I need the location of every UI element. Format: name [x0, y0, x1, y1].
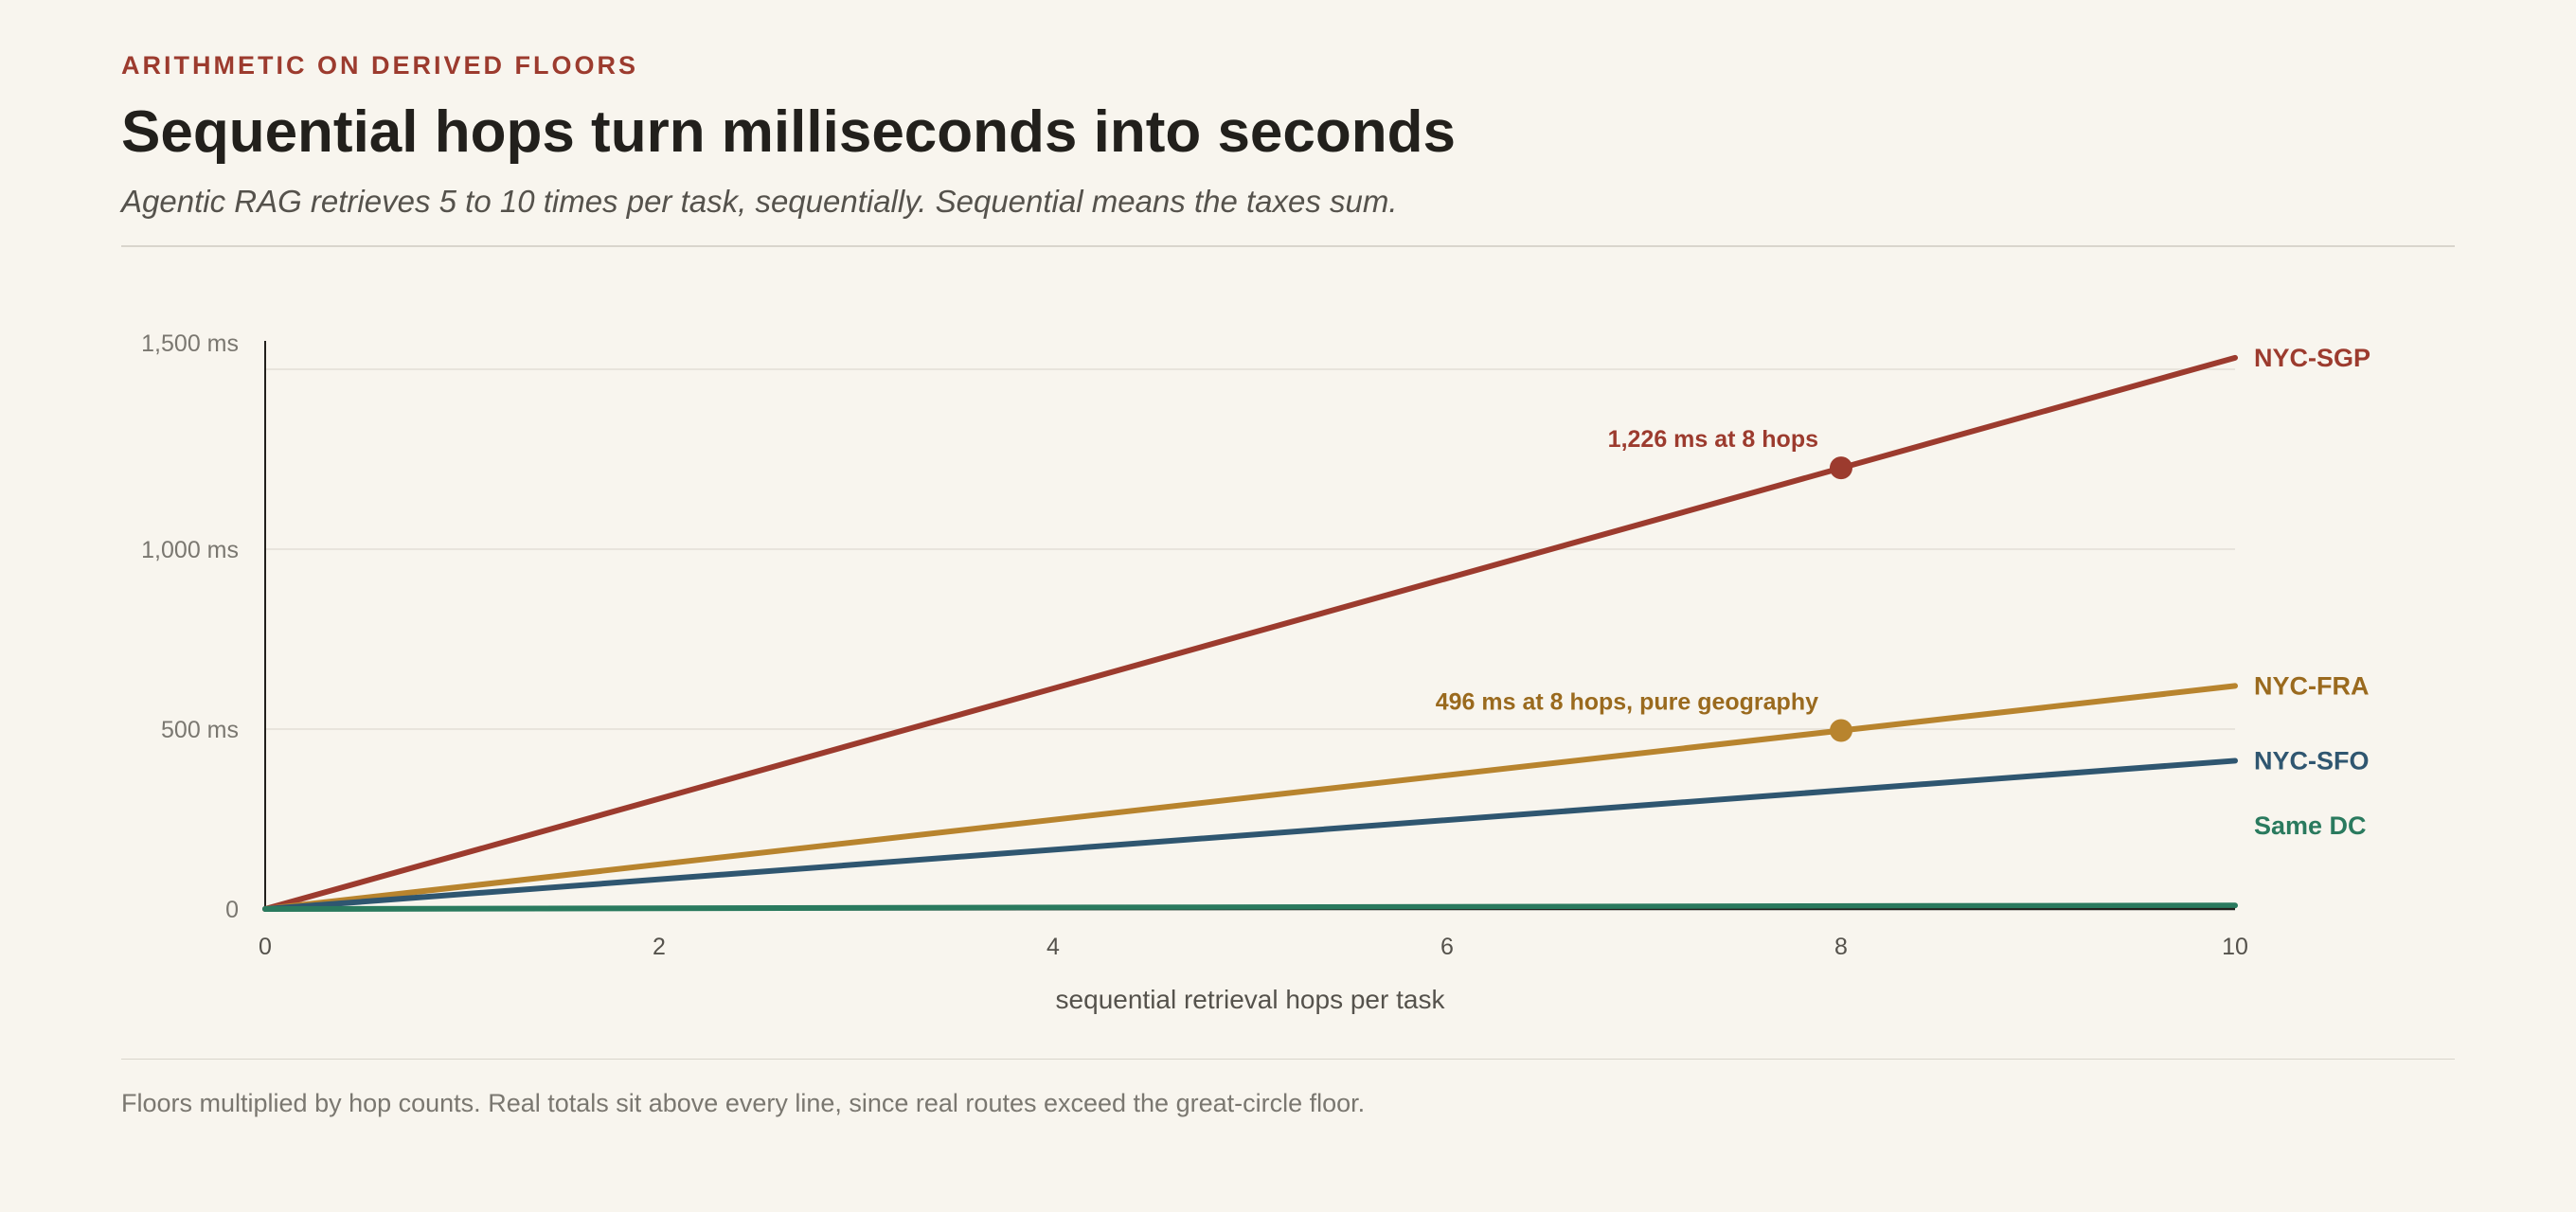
series-line-nyc-sfo	[262, 758, 2238, 912]
y-tick-label: 1,500 ms	[141, 330, 239, 357]
series-line-nyc-fra	[262, 683, 2238, 912]
y-tick-label: 1,000 ms	[141, 537, 239, 563]
annotation-label: 496 ms at 8 hops, pure geography	[1436, 689, 1818, 716]
x-tick-label: 10	[2222, 934, 2248, 960]
line-chart: 0 500 ms 1,000 ms 1,500 ms 0 2 4 6 8 10 sequential…	[141, 330, 2370, 1014]
kicker: ARITHMETIC ON DERIVED FLOORS	[121, 51, 639, 80]
x-tick-label: 0	[259, 934, 272, 960]
page-title: Sequential hops turn milliseconds into s…	[121, 99, 1456, 165]
series-label-nyc-sfo: NYC-SFO	[2254, 746, 2370, 775]
y-tick-label: 500 ms	[161, 717, 239, 743]
series-label-nyc-sgp: NYC-SGP	[2254, 344, 2370, 372]
footer-divider	[121, 1059, 2455, 1060]
x-axis-label: sequential retrieval hops per task	[1056, 985, 1446, 1014]
header-divider	[121, 245, 2455, 247]
x-tick-label: 4	[1046, 934, 1060, 960]
series-line-same-dc-top	[262, 902, 2238, 912]
footnote: Floors multiplied by hop counts. Real to…	[121, 1089, 1366, 1117]
x-tick-label: 8	[1834, 934, 1848, 960]
y-tick-label: 0	[225, 897, 239, 923]
series-label-same-dc: Same DC	[2254, 811, 2367, 840]
annotation-marker	[1830, 456, 1852, 480]
x-tick-label: 2	[653, 934, 666, 960]
x-tick-label: 6	[1440, 934, 1454, 960]
series-line-nyc-sgp	[262, 354, 2238, 912]
annotation-marker	[1830, 719, 1852, 742]
series-label-nyc-fra: NYC-FRA	[2254, 671, 2370, 700]
annotation-label: 1,226 ms at 8 hops	[1608, 426, 1818, 453]
page-subtitle: Agentic RAG retrieves 5 to 10 times per …	[121, 184, 1398, 219]
